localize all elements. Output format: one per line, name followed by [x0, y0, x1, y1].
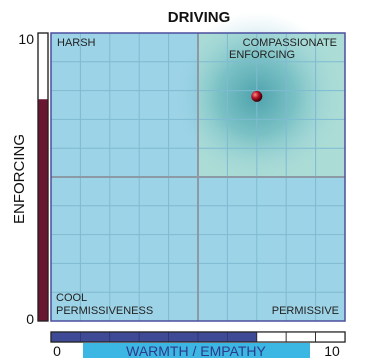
x-scale-bar-segment	[315, 331, 346, 343]
x-axis-label-background	[83, 343, 310, 358]
y-axis-label: ENFORCING	[11, 134, 28, 224]
quadrant-label-enforcing: ENFORCING	[229, 49, 295, 61]
quadrant-label-harsh: HARSH	[57, 37, 96, 49]
plot-border	[50, 32, 346, 322]
quadrant-label-permissiveness: PERMISSIVENESS	[56, 305, 153, 317]
x-tick-min: 0	[53, 343, 61, 359]
quadrant-lines	[51, 33, 345, 321]
x-scale-bar-outline	[50, 331, 346, 343]
x-scale-bar-segment	[197, 331, 228, 343]
x-scale-bar-segment	[80, 331, 111, 343]
x-scale-bar-segments	[50, 331, 346, 343]
chart-title: DRIVING	[168, 9, 231, 26]
x-axis-label: WARMTH / EMPATHY	[126, 343, 266, 359]
quadrant-label-compassionate: COMPASSIONATE	[243, 37, 337, 49]
y-tick-max: 10	[18, 31, 34, 47]
x-scale-bar-segment	[256, 331, 287, 343]
x-scale-bar-segment	[285, 331, 317, 343]
y-tick-min: 0	[26, 311, 34, 327]
x-scale-bar-segment	[50, 331, 81, 343]
data-points	[251, 90, 263, 102]
x-scale-bar-segment	[226, 331, 258, 343]
x-tick-max: 10	[324, 343, 340, 359]
y-scale-bar-outline	[37, 32, 49, 322]
x-scale-bar-segment	[168, 331, 199, 343]
y-scale-bar-fill	[38, 99, 48, 322]
x-scale-bar-segment	[109, 331, 140, 343]
data-point	[251, 90, 263, 102]
quadrant-label-cool: COOL	[56, 292, 87, 304]
quadrant-label-permissive: PERMISSIVE	[272, 305, 339, 317]
x-scale-bar-segment	[138, 331, 169, 343]
